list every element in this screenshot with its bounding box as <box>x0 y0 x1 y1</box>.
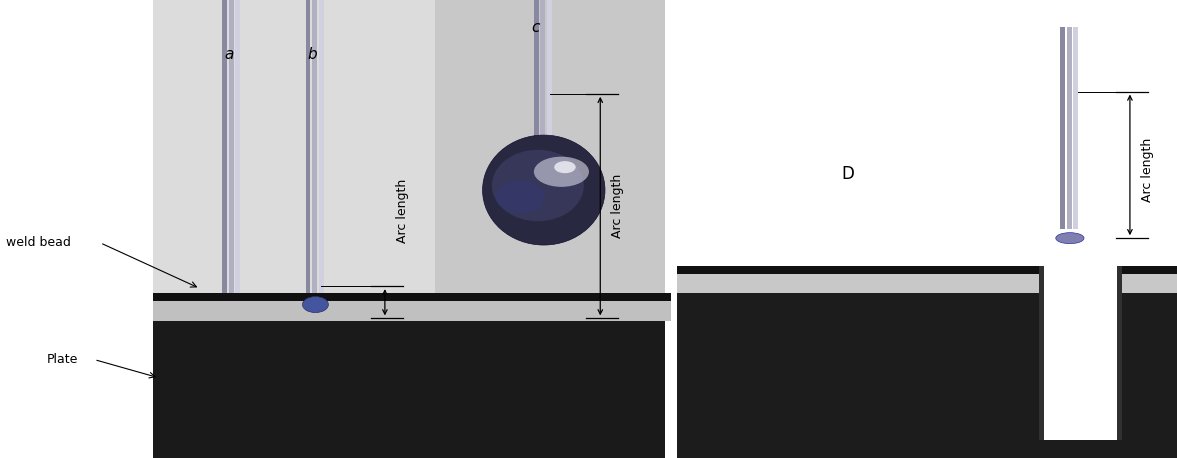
Bar <box>677 293 1177 458</box>
Text: a: a <box>225 48 234 62</box>
Ellipse shape <box>1056 233 1084 244</box>
Bar <box>0 0 665 458</box>
Bar <box>534 0 539 146</box>
Ellipse shape <box>534 157 588 187</box>
Bar <box>312 0 317 311</box>
Bar <box>665 0 1177 458</box>
Bar <box>435 0 665 321</box>
Bar <box>153 321 665 458</box>
Ellipse shape <box>496 180 545 213</box>
Text: b: b <box>307 48 317 62</box>
Bar <box>153 293 671 321</box>
Ellipse shape <box>492 150 584 221</box>
Bar <box>228 0 233 293</box>
Bar <box>1039 211 1122 440</box>
Bar <box>540 0 545 146</box>
Text: c: c <box>531 20 540 35</box>
Bar <box>1073 27 1078 229</box>
Text: Arc length: Arc length <box>611 174 625 238</box>
Text: weld bead: weld bead <box>6 236 71 249</box>
Ellipse shape <box>483 135 605 245</box>
Bar <box>222 0 227 293</box>
Bar <box>153 0 435 321</box>
Text: Arc length: Arc length <box>395 179 410 243</box>
Bar <box>153 293 671 301</box>
Bar <box>677 266 1039 293</box>
Bar <box>1039 266 1044 440</box>
Text: Arc length: Arc length <box>1141 137 1155 202</box>
Bar <box>1060 27 1065 229</box>
Text: Plate: Plate <box>47 353 79 366</box>
Bar <box>1066 27 1071 229</box>
Text: D: D <box>842 165 853 183</box>
Bar <box>235 0 240 293</box>
Ellipse shape <box>302 297 328 313</box>
Bar <box>547 0 552 146</box>
Bar <box>1122 293 1177 458</box>
Bar <box>1122 266 1177 293</box>
Bar <box>306 0 311 311</box>
Bar <box>1122 266 1177 274</box>
Bar <box>319 0 324 311</box>
Bar <box>677 266 1039 274</box>
Bar <box>1117 266 1122 440</box>
Ellipse shape <box>554 161 576 173</box>
